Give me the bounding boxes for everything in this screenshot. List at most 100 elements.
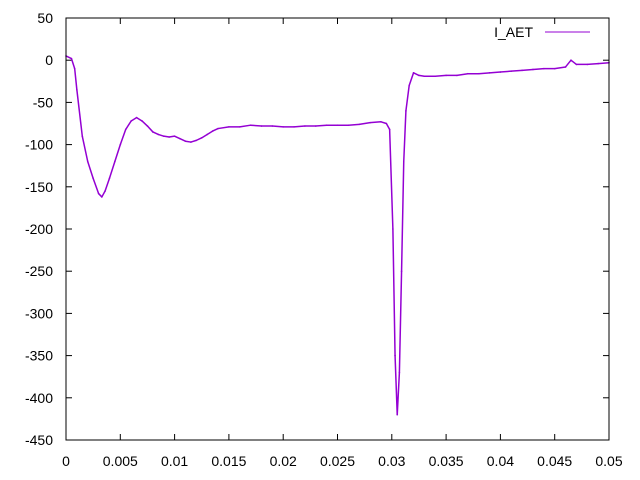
y-tick-label: -300 [25,305,53,321]
data-point [400,270,403,273]
data-point [162,135,165,137]
x-tick-label: 0.01 [161,453,188,469]
y-tick-label: -400 [25,390,53,406]
data-point [575,63,578,66]
data-point [445,74,447,77]
data-point [358,123,361,126]
legend: I_AET [494,24,590,40]
data-point [553,67,556,70]
data-point [521,69,523,72]
data-point [206,133,208,136]
data-point [510,70,513,72]
data-point [314,125,317,127]
x-tick-label: 0 [62,453,70,469]
y-tick-label: -50 [33,94,53,110]
data-point [412,72,415,74]
data-point [564,66,567,68]
x-tick-label: 0.015 [211,453,246,469]
data-point [282,126,285,128]
data-point [467,72,469,75]
data-point [597,62,599,65]
data-point [81,135,84,137]
y-tick-label: -100 [25,137,53,153]
data-point [249,124,252,126]
data-point [211,130,214,132]
data-point [146,125,149,127]
data-point [104,190,106,192]
data-point [388,128,391,131]
data-point [456,74,458,77]
data-point [114,160,116,163]
y-tick-label: -450 [25,432,53,448]
data-point [405,110,407,112]
data-point [418,74,420,77]
y-tick-label: -250 [25,263,53,279]
data-point [380,121,382,123]
data-point [488,72,491,74]
data-point [101,196,103,198]
data-point [130,120,132,122]
x-tick-label: 0.02 [270,453,297,469]
data-point [228,126,230,128]
plot-frame [65,17,610,441]
legend-label-i-aet: I_AET [494,24,533,40]
data-point [398,371,401,374]
x-tick-label: 0.03 [378,453,405,469]
data-point [184,140,187,143]
data-point [396,413,399,416]
data-point [217,127,219,130]
data-point [336,124,339,126]
data-point [141,120,143,122]
data-point [195,139,198,142]
data-point [157,133,160,136]
data-point [200,137,203,139]
data-point [304,125,306,127]
data-point [92,177,94,180]
data-point [392,228,394,230]
x-tick-label: 0.005 [103,453,138,469]
plot-series-group [65,55,610,416]
data-point [477,72,480,75]
data-point [394,354,396,357]
y-tick-label: -350 [25,348,53,364]
data-point [347,124,350,126]
data-point [325,124,328,126]
y-tick-label: -200 [25,221,53,237]
data-point [271,125,274,127]
data-point [173,135,176,137]
data-point [86,160,89,163]
data-point [543,67,545,70]
data-point [152,131,154,133]
data-point [70,57,73,60]
data-point [124,128,127,131]
data-point [423,75,426,78]
data-point [385,122,388,125]
data-point [238,126,241,128]
data-point [97,192,100,195]
x-tick-label: 0.035 [429,453,464,469]
data-point [532,68,534,71]
data-point [434,75,437,78]
data-point [168,136,170,138]
data-point [179,137,181,140]
x-tick-label: 0.045 [537,453,572,469]
data-point [73,67,76,70]
data-point [369,121,371,124]
x-tick-label: 0.04 [487,453,514,469]
x-axis-ticks: 0 0.005 0.01 0.015 0.02 0.025 0.03 0.035 0.04 0.0… [62,18,623,469]
data-point [586,63,589,66]
data-point [108,177,111,180]
data-point [190,141,192,143]
data-point [402,160,405,163]
data-point [76,88,78,91]
y-tick-label: 0 [45,52,53,68]
data-point [293,126,295,128]
data-point [570,59,572,61]
data-point [260,125,263,127]
data-point [499,71,502,73]
y-tick-label: 50 [37,10,53,26]
x-tick-label: 0.025 [320,453,355,469]
x-tick-label: 0.05 [595,453,622,469]
